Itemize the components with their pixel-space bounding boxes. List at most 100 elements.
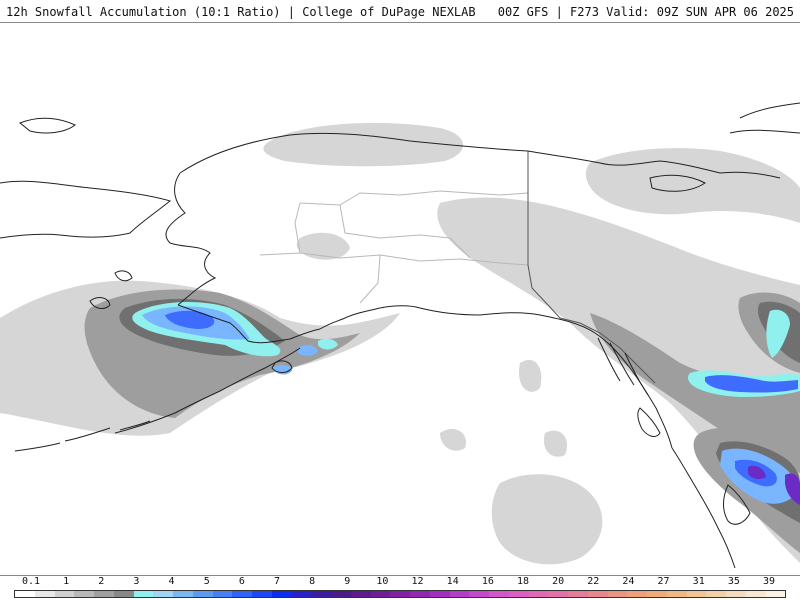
legend-swatch (627, 591, 647, 597)
legend-swatch (212, 591, 233, 597)
borough-boundary-2 (299, 190, 529, 206)
legend-tick-label: 16 (481, 576, 494, 587)
wrangel-island (19, 117, 76, 134)
legend-tick-label: 9 (344, 576, 351, 587)
map-title: 12h Snowfall Accumulation (10:1 Ratio) |… (6, 5, 476, 19)
kodiak-island (271, 360, 293, 373)
south-central-coast (319, 305, 481, 330)
legend-swatch (568, 591, 588, 597)
southeast-blue-band (705, 375, 798, 393)
aleutian-islands (14, 420, 151, 452)
yukon-nwt-coast (527, 150, 781, 179)
legend-swatch (726, 591, 746, 597)
nunivak-island (114, 270, 133, 282)
legend-swatch (469, 591, 489, 597)
bristol-bay-coast (177, 304, 321, 344)
north-coast (179, 132, 529, 174)
borough-boundary-1 (259, 252, 529, 266)
legend-tick-label: 35 (727, 576, 740, 587)
legend-swatch (429, 591, 450, 597)
legend-swatch (706, 591, 726, 597)
map-canvas (0, 102, 800, 569)
boundaries (259, 190, 529, 304)
legend-swatch (94, 591, 114, 597)
alaska-canada-border (527, 151, 656, 384)
west-coast (165, 172, 217, 306)
southeast-islands (597, 337, 649, 396)
legend-tick-label: 7 (273, 576, 281, 587)
legend-swatch (153, 591, 173, 597)
legend-swatch (113, 591, 134, 597)
legend-swatch (528, 591, 549, 597)
ocean-snow-patch-3 (543, 430, 568, 457)
gulf-ocean-snow-area (491, 474, 603, 565)
legend-swatch (74, 591, 94, 597)
peninsula-cyan-spot (318, 338, 338, 350)
yukon-bc-snow-area (437, 197, 800, 564)
legend-tick-label: 12 (411, 576, 424, 587)
legend-swatch (449, 591, 470, 597)
pnw-purple-core-2 (785, 473, 800, 505)
legend-swatch (331, 591, 351, 597)
north-slope-snow-area (263, 122, 464, 167)
legend-swatch (686, 591, 707, 597)
legend-tick-label: 22 (587, 576, 600, 587)
pnw-purple-core (748, 465, 766, 480)
chukotka-coast (0, 180, 172, 239)
legend-tick-label: 10 (376, 576, 389, 587)
ocean-snow-patch-2 (440, 428, 466, 451)
legend-tick-label: 1 (63, 576, 70, 587)
legend-tick-label: 20 (552, 576, 565, 587)
legend-tick-label: 6 (238, 576, 245, 587)
ocean-snow-patch (519, 359, 542, 392)
legend-swatch (350, 591, 371, 597)
legend-swatch (745, 591, 766, 597)
legend-swatch (34, 591, 55, 597)
legend-tick-labels: 0.1 1 2 3 4 5 6 7 8 9 10 12 14 16 18 20 22 24 27 31 35 39 (0, 576, 800, 588)
borough-boundary-4 (294, 202, 301, 254)
legend-tick-label: 39 (762, 576, 776, 587)
legend-swatch (508, 591, 529, 597)
legend-tick-label: 31 (692, 576, 705, 587)
legend-tick-label: 2 (98, 576, 105, 587)
legend-tick-label: 0.1 (21, 576, 41, 587)
vancouver-island (723, 484, 751, 525)
coastlines (0, 102, 800, 569)
legend-tick-label: 5 (203, 576, 210, 587)
banks-island (729, 102, 800, 134)
legend-swatch (390, 591, 410, 597)
legend-swatch (548, 591, 568, 597)
legend-swatch (192, 591, 213, 597)
bering-deep-blue-core (165, 310, 215, 329)
legend-tick-label: 18 (516, 576, 530, 587)
legend-tick-label: 27 (657, 576, 670, 587)
model-run-info: 00Z GFS | F273 Valid: 09Z SUN APR 06 202… (497, 5, 794, 19)
legend-swatch (607, 591, 628, 597)
legend-swatch (489, 591, 509, 597)
legend-swatch (15, 591, 35, 597)
legend-swatch (647, 591, 667, 597)
borough-boundary-5 (359, 254, 381, 304)
arctic-archipelago-snow-area (585, 148, 800, 223)
legend-swatch (311, 591, 331, 597)
header-bar: 12h Snowfall Accumulation (10:1 Ratio) |… (0, 0, 800, 22)
legend-swatch (232, 591, 252, 597)
legend-swatch (370, 591, 391, 597)
snowfall-map[interactable] (0, 22, 800, 576)
heavy-snow-cores (132, 301, 800, 505)
bc-coast (671, 447, 736, 569)
arctic-island (649, 174, 706, 192)
legend-swatch (271, 591, 292, 597)
legend-swatch (666, 591, 687, 597)
legend-tick-label: 3 (133, 576, 140, 587)
legend-swatch (291, 591, 312, 597)
legend-swatch (54, 591, 75, 597)
legend-swatch (410, 591, 430, 597)
bc-coast-cyan-core (766, 309, 790, 358)
legend-swatch (765, 591, 786, 597)
legend-swatch (252, 591, 272, 597)
borough-boundary-3 (339, 204, 471, 259)
legend-tick-label: 24 (622, 576, 635, 587)
legend-swatch (173, 591, 193, 597)
legend-colorbar (14, 590, 786, 598)
